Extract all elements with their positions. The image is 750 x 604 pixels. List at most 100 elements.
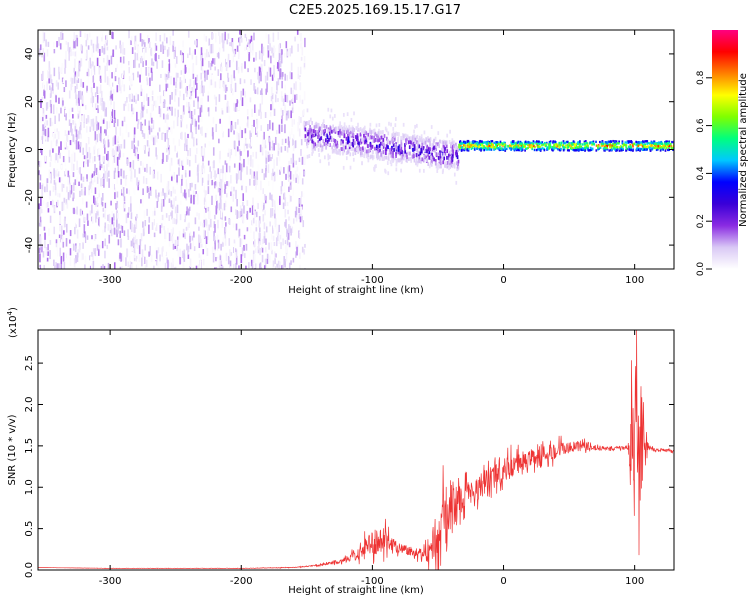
heatmap-cell [123, 203, 126, 209]
heatmap-cell [174, 206, 177, 214]
heatmap-cell [162, 256, 164, 266]
heatmap-cell [391, 151, 393, 156]
heatmap-cell [224, 200, 227, 208]
heatmap-cell [363, 127, 365, 132]
heatmap-cell [305, 121, 307, 126]
heatmap-cell [63, 235, 66, 243]
heatmap-cell [47, 127, 50, 138]
heatmap-cell [74, 71, 77, 77]
heatmap-cell [80, 173, 83, 181]
heatmap-cell [555, 143, 558, 146]
heatmap-cell [45, 39, 47, 47]
heatmap-cell [196, 212, 198, 217]
heatmap-cell [74, 40, 77, 49]
heatmap-cell [313, 129, 315, 133]
heatmap-cell [82, 242, 84, 249]
heatmap-cell [411, 138, 414, 143]
heatmap-cell [296, 30, 299, 35]
heatmap-cell [150, 214, 153, 224]
heatmap-cell [463, 148, 465, 152]
heatmap-cell [227, 181, 230, 187]
heatmap-cell [503, 147, 506, 151]
heatmap-cell [457, 159, 460, 164]
heatmap-cell [92, 251, 94, 260]
spectrogram-x-label: Height of straight line (km) [288, 285, 424, 296]
heatmap-cell [642, 144, 645, 147]
heatmap-cell [424, 140, 427, 145]
heatmap-cell [333, 143, 336, 148]
heatmap-cell [530, 142, 533, 145]
heatmap-cell [191, 182, 193, 188]
heatmap-cell [284, 84, 286, 91]
heatmap-cell [524, 140, 527, 143]
heatmap-cell [399, 151, 402, 156]
heatmap-cell [40, 227, 43, 236]
heatmap-cell [258, 66, 261, 76]
heatmap-cell [470, 144, 473, 147]
heatmap-cell [420, 148, 423, 152]
heatmap-cell [253, 57, 255, 62]
heatmap-cell [139, 74, 141, 83]
heatmap-cell [319, 159, 322, 164]
heatmap-cell [64, 159, 67, 167]
heatmap-cell [238, 36, 241, 43]
heatmap-cell [100, 31, 103, 38]
heatmap-cell [165, 83, 168, 92]
heatmap-cell [273, 143, 275, 151]
heatmap-cell [103, 57, 105, 63]
heatmap-cell [273, 45, 275, 54]
y-tick-label: 1.0 [24, 479, 35, 495]
heatmap-cell [638, 141, 641, 145]
heatmap-cell [288, 242, 291, 248]
heatmap-cell [485, 142, 488, 145]
heatmap-cell [271, 199, 274, 208]
heatmap-cell [232, 50, 235, 57]
heatmap-cell [234, 254, 236, 260]
heatmap-cell [210, 79, 213, 86]
heatmap-cell [524, 149, 526, 152]
heatmap-cell [276, 62, 279, 69]
heatmap-cell [298, 128, 301, 137]
heatmap-cell [467, 139, 470, 143]
heatmap-cell [107, 135, 110, 140]
heatmap-cell [43, 136, 45, 142]
heatmap-cell [239, 78, 242, 85]
heatmap-cell [121, 225, 124, 233]
heatmap-cell [304, 243, 306, 248]
heatmap-cell [298, 107, 300, 113]
heatmap-cell [95, 123, 98, 131]
heatmap-cell [187, 154, 189, 160]
heatmap-cell [301, 99, 304, 105]
heatmap-cell [94, 145, 96, 150]
heatmap-cell [110, 200, 112, 206]
heatmap-cell [94, 164, 96, 173]
heatmap-cell [287, 209, 289, 215]
heatmap-cell [274, 218, 277, 228]
heatmap-cell [669, 142, 672, 146]
heatmap-cell [288, 262, 291, 269]
heatmap-cell [220, 73, 222, 81]
heatmap-cell [270, 234, 273, 240]
heatmap-cell [133, 224, 136, 233]
heatmap-cell [70, 77, 73, 88]
heatmap-cell [660, 142, 663, 146]
heatmap-cell [224, 188, 226, 194]
heatmap-cell [307, 132, 309, 137]
heatmap-cell [112, 213, 115, 218]
heatmap-cell [188, 84, 191, 93]
heatmap-cell [229, 249, 231, 257]
heatmap-cell [159, 225, 162, 234]
heatmap-cell [557, 148, 559, 151]
heatmap-cell [624, 141, 627, 144]
heatmap-cell [57, 82, 60, 90]
heatmap-cell [91, 235, 93, 240]
x-tick-label: -300 [99, 576, 122, 587]
heatmap-cell [172, 44, 174, 52]
heatmap-cell [488, 148, 491, 151]
spectrogram-x-ticks: -300 -200 -100 0 100 [99, 30, 644, 286]
heatmap-cell [620, 149, 623, 152]
heatmap-cell [655, 143, 658, 146]
heatmap-cell [150, 135, 153, 141]
heatmap-cell [44, 240, 46, 249]
heatmap-cell [459, 148, 461, 151]
